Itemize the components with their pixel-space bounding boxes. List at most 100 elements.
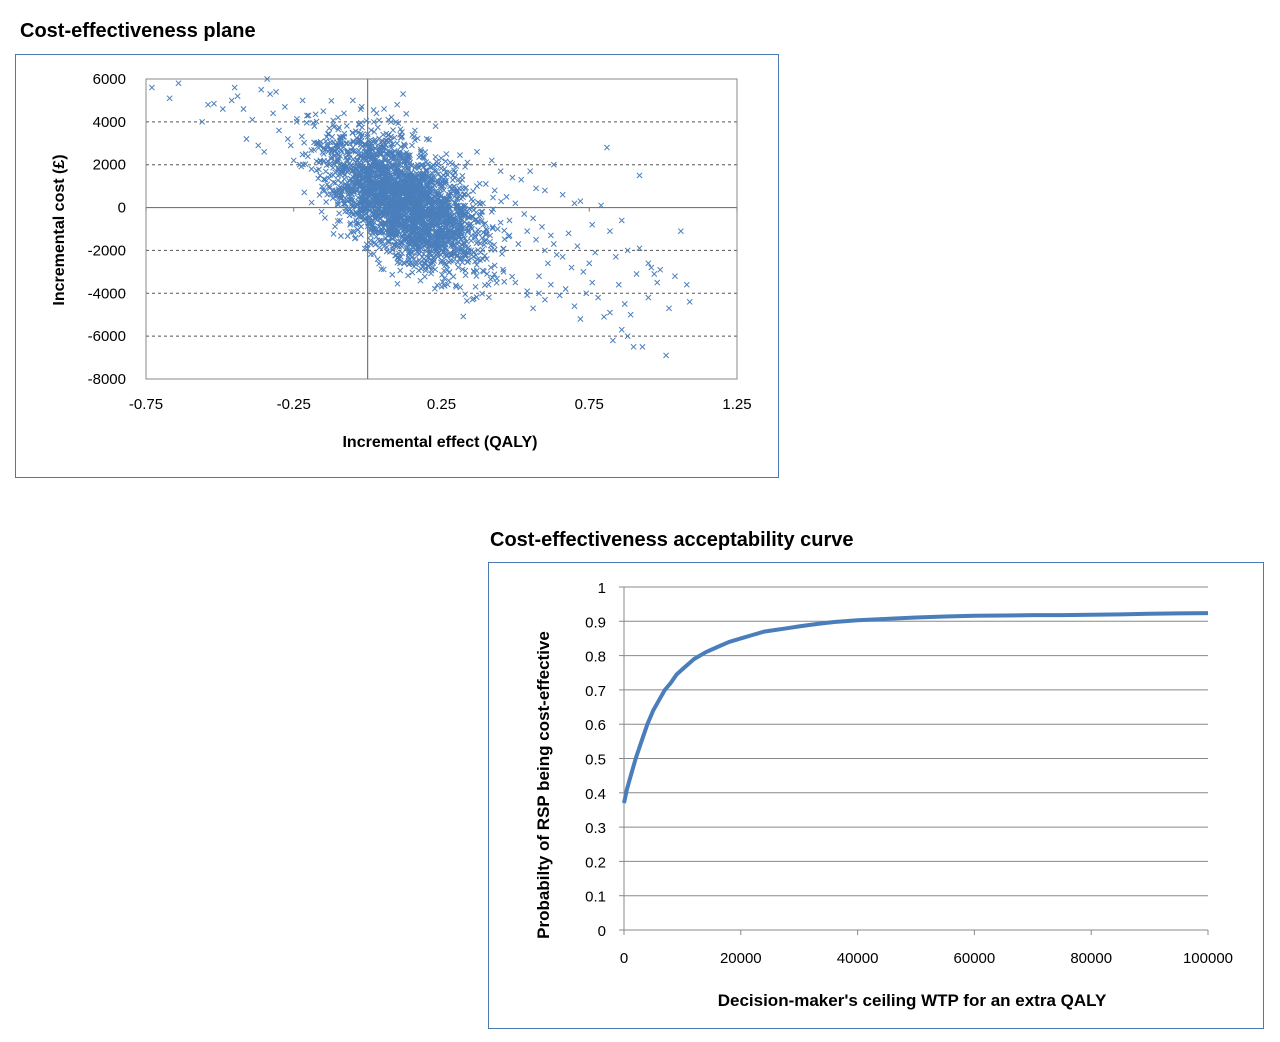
scatter-point <box>556 292 563 299</box>
scatter-point <box>455 252 461 259</box>
scatter-point <box>431 285 438 292</box>
scatter-point <box>501 236 508 243</box>
scatter-point <box>363 153 370 160</box>
scatter-point <box>351 180 358 187</box>
scatter-point <box>636 245 643 252</box>
scatter-point <box>618 217 625 224</box>
ceac-y-tick-label: 0.8 <box>585 649 606 666</box>
scatter-point <box>509 174 516 181</box>
scatter-point <box>544 260 551 267</box>
scatter-point <box>358 196 365 203</box>
scatter-point <box>435 230 442 237</box>
scatter-point <box>480 268 487 275</box>
scatter-point <box>615 281 622 288</box>
scatter-point <box>273 88 279 95</box>
scatter-point <box>341 200 348 207</box>
scatter-point <box>389 141 396 148</box>
scatter-point <box>408 181 415 187</box>
scatter-point <box>444 281 451 288</box>
scatter-point <box>343 163 350 170</box>
scatter-point <box>341 130 348 137</box>
scatter-point <box>463 297 470 304</box>
scatter-point <box>413 170 420 177</box>
scatter-point <box>418 148 425 155</box>
scatter-point <box>547 232 554 239</box>
scatter-point <box>461 235 468 242</box>
scatter-point <box>463 238 470 245</box>
scatter-point <box>330 179 337 186</box>
ceac-gridlines <box>624 586 1208 931</box>
scatter-point <box>453 163 460 169</box>
scatter-point <box>414 215 421 222</box>
scatter-point <box>372 145 379 152</box>
scatter-point <box>403 235 410 242</box>
scatter-point <box>394 280 401 287</box>
scatter-point <box>606 309 613 316</box>
scatter-point <box>501 278 508 285</box>
scatter-point <box>305 112 312 119</box>
scatter-point <box>327 145 334 152</box>
scatter-point <box>356 137 363 144</box>
scatter-point <box>340 185 347 192</box>
scatter-point <box>471 217 477 224</box>
scatter-point <box>458 212 465 219</box>
scatter-point <box>470 203 477 210</box>
scatter-y-tick-label: -6000 <box>88 328 126 345</box>
scatter-point <box>355 172 362 179</box>
scatter-point <box>413 226 420 233</box>
scatter-point <box>328 155 335 162</box>
scatter-point <box>494 275 500 282</box>
scatter-point <box>376 244 383 251</box>
scatter-point <box>429 170 436 177</box>
scatter-point <box>497 219 504 226</box>
scatter-x-axis-label: Incremental effect (QALY) <box>342 434 537 451</box>
scatter-point <box>330 172 337 179</box>
scatter-point <box>484 270 491 277</box>
scatter-point <box>405 272 412 279</box>
scatter-point <box>462 163 469 170</box>
scatter-point <box>413 236 420 243</box>
scatter-point <box>612 253 619 260</box>
scatter-point <box>430 210 437 217</box>
scatter-point <box>393 252 400 259</box>
scatter-point <box>375 169 382 176</box>
scatter-point <box>441 267 448 274</box>
scatter-point <box>455 221 462 228</box>
scatter-point <box>479 256 486 262</box>
scatter-point <box>408 142 415 149</box>
scatter-point <box>482 220 489 227</box>
scatter-point <box>443 252 450 258</box>
scatter-point <box>317 157 324 164</box>
scatter-point <box>400 209 407 216</box>
scatter-point <box>618 326 625 333</box>
scatter-point <box>378 229 385 236</box>
scatter-point <box>471 268 477 275</box>
scatter-point <box>367 161 374 168</box>
scatter-point <box>368 127 375 134</box>
scatter-point <box>409 269 416 276</box>
scatter-point <box>460 313 467 320</box>
scatter-point <box>423 228 430 235</box>
scatter-point <box>356 136 363 143</box>
scatter-point <box>412 232 419 239</box>
scatter-point <box>444 221 451 228</box>
scatter-point <box>349 197 355 204</box>
scatter-point <box>521 211 528 217</box>
scatter-point <box>322 176 329 183</box>
scatter-point <box>379 195 386 202</box>
scatter-point <box>399 195 406 202</box>
scatter-point <box>443 151 450 157</box>
scatter-point <box>500 266 507 273</box>
scatter-point <box>354 156 361 163</box>
scatter-point <box>429 175 436 182</box>
scatter-point <box>571 303 578 310</box>
scatter-point <box>442 241 449 248</box>
scatter-point <box>371 128 378 135</box>
scatter-point <box>433 179 440 186</box>
scatter-point <box>315 144 322 151</box>
scatter-point <box>437 213 444 219</box>
scatter-x-tick-label: -0.75 <box>129 396 163 413</box>
scatter-point <box>441 166 448 172</box>
scatter-point <box>318 208 325 215</box>
scatter-point <box>330 117 337 124</box>
